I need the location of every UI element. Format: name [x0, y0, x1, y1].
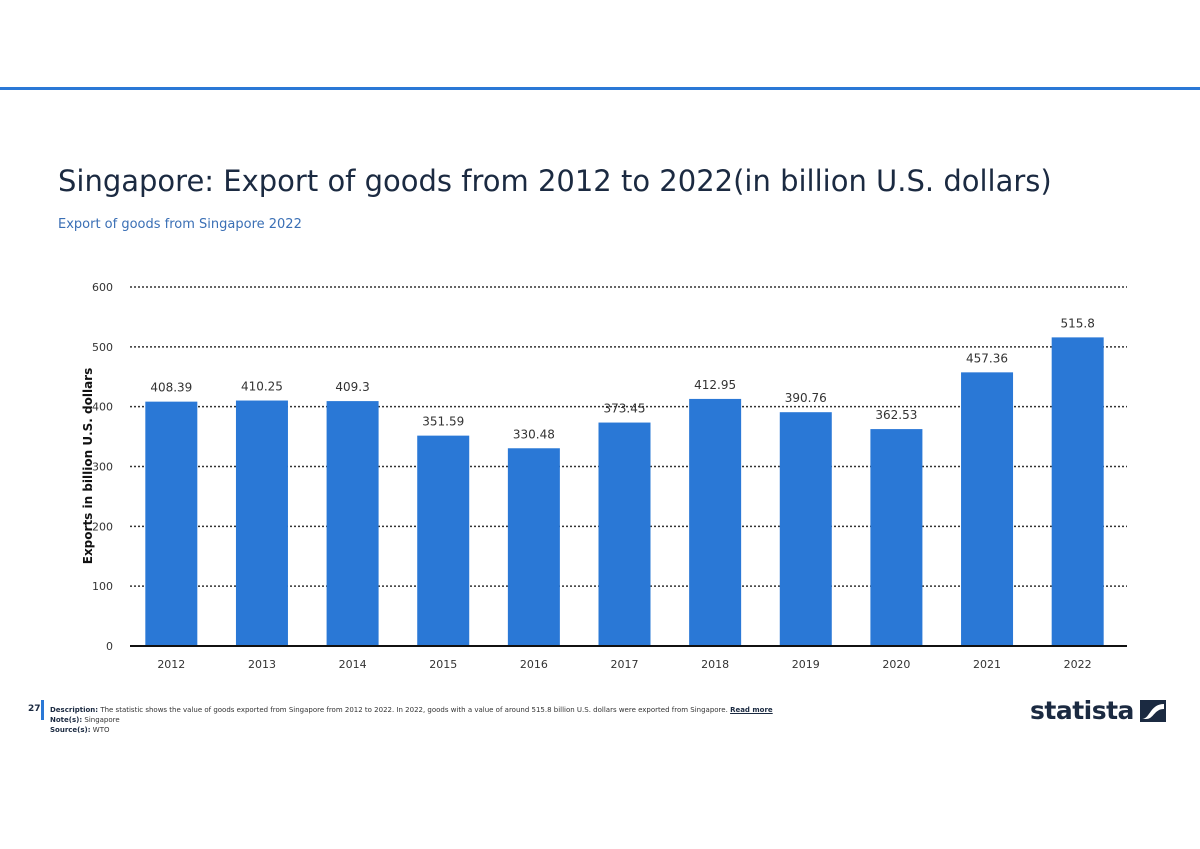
y-tick-label: 400 — [92, 401, 113, 414]
y-tick-label: 0 — [106, 640, 113, 653]
bar — [417, 435, 470, 646]
read-more-link[interactable]: Read more — [730, 706, 773, 714]
x-tick-label: 2022 — [1064, 658, 1092, 671]
bar — [507, 448, 560, 646]
footer-notes: Description: The statistic shows the val… — [50, 705, 773, 735]
data-label: 408.39 — [150, 381, 192, 395]
data-label: 515.8 — [1061, 316, 1095, 330]
notes-text: Singapore — [84, 716, 120, 724]
top-accent-line — [0, 87, 1200, 90]
bar — [1051, 337, 1104, 646]
x-tick-label: 2020 — [882, 658, 910, 671]
y-axis-label: Exports in billion U.S. dollars — [81, 368, 95, 565]
page-number: 27 — [28, 704, 41, 714]
x-tick-label: 2015 — [429, 658, 457, 671]
x-tick-label: 2013 — [248, 658, 276, 671]
source-text: WTO — [92, 726, 110, 734]
x-tick-label: 2014 — [339, 658, 367, 671]
statista-logo-icon — [1139, 699, 1166, 722]
x-tick-label: 2021 — [973, 658, 1001, 671]
y-tick-label: 600 — [92, 281, 113, 294]
description-label: Description: — [50, 706, 99, 714]
notes-label: Note(s): — [50, 716, 83, 724]
x-tick-label: 2017 — [611, 658, 639, 671]
source-label: Source(s): — [50, 726, 91, 734]
bar — [870, 429, 923, 646]
y-tick-label: 100 — [92, 580, 113, 593]
description-text: The statistic shows the value of goods e… — [100, 706, 728, 714]
bar — [145, 401, 198, 646]
data-label: 410.25 — [241, 380, 283, 394]
data-label: 390.76 — [785, 391, 827, 405]
x-tick-label: 2016 — [520, 658, 548, 671]
x-tick-label: 2012 — [157, 658, 185, 671]
bar — [598, 422, 651, 646]
data-label: 362.53 — [875, 408, 917, 422]
bar — [689, 398, 742, 646]
bar — [326, 401, 379, 646]
x-tick-label: 2019 — [792, 658, 820, 671]
y-tick-label: 500 — [92, 341, 113, 354]
data-label: 409.3 — [335, 380, 369, 394]
data-label: 412.95 — [694, 378, 736, 392]
data-label: 373.45 — [604, 402, 646, 416]
page-subtitle: Export of goods from Singapore 2022 — [58, 217, 302, 232]
x-tick-label: 2018 — [701, 658, 729, 671]
bar — [779, 412, 832, 646]
page-number-bar — [41, 700, 44, 720]
data-label: 351.59 — [422, 415, 464, 429]
data-label: 457.36 — [966, 351, 1008, 365]
bar — [961, 372, 1014, 646]
statista-logo: statista — [1030, 696, 1166, 725]
data-label: 330.48 — [513, 427, 555, 441]
y-tick-label: 200 — [92, 520, 113, 533]
page-title: Singapore: Export of goods from 2012 to … — [58, 164, 1052, 198]
bar — [235, 400, 288, 646]
logo-text: statista — [1030, 696, 1134, 725]
y-tick-label: 300 — [92, 461, 113, 474]
